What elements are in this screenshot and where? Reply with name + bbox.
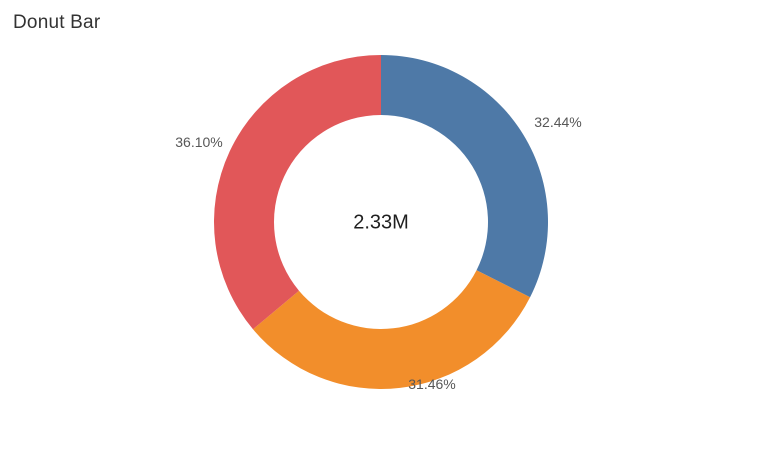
donut-segment-0[interactable] xyxy=(381,55,548,298)
donut-segment-1[interactable] xyxy=(252,270,531,389)
chart-title: Donut Bar xyxy=(13,12,101,33)
donut-segment-2[interactable] xyxy=(214,55,381,330)
center-total-label: 2.33M xyxy=(353,211,409,234)
segment-label-red: 36.10% xyxy=(175,134,223,150)
segment-label-orange: 31.46% xyxy=(408,376,456,392)
segment-label-blue: 32.44% xyxy=(534,114,582,130)
